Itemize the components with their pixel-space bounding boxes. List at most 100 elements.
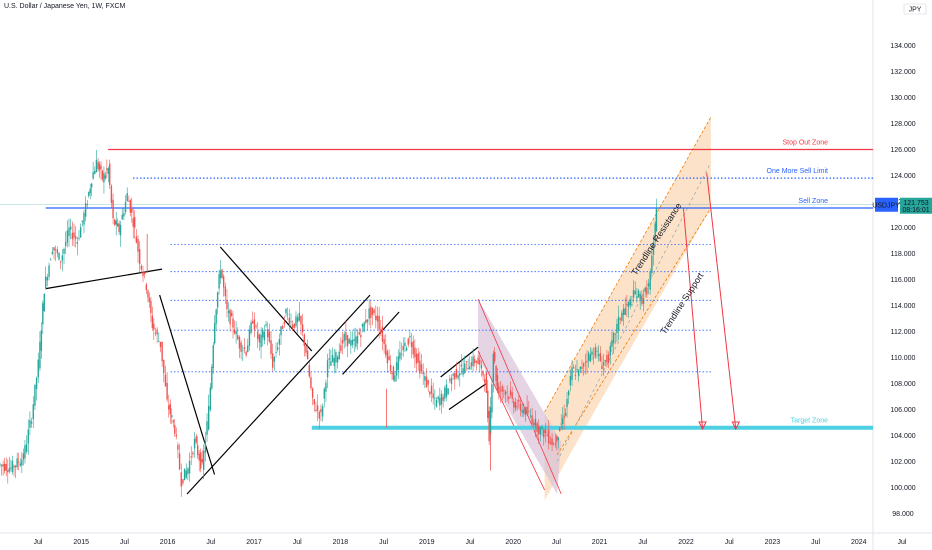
candle-body [469,366,471,370]
candle-body [539,427,542,435]
candle-body [516,406,518,407]
ascending-channel [544,117,711,501]
candle-body [651,255,653,273]
candle-body [201,458,203,463]
candle-body [457,375,459,379]
candle-body [576,369,578,370]
x-tick-label: Jul [552,539,561,546]
candle-body [430,385,433,394]
candle-body [606,354,608,363]
candle-body [83,212,85,225]
candle-body [76,242,79,244]
candle-body [164,374,167,387]
candle-body [37,359,39,378]
candle-body [46,277,49,281]
candle-body [652,242,655,255]
candle-body [462,368,464,375]
candle-body [275,352,277,353]
candle-body [328,358,330,360]
candle-body [546,435,548,437]
candle-body [445,384,448,397]
x-tick-label: 2016 [160,539,176,546]
candle-body [133,216,136,228]
candle-body [243,347,246,350]
x-tick-label: Jul [34,539,43,546]
candle-body [94,170,96,175]
candle-body [168,405,170,410]
candle-body [175,434,177,437]
candle-body [253,319,256,330]
candle-body [10,467,12,469]
candle-body [388,356,390,360]
candle-body [182,479,184,484]
candle-body [579,366,582,370]
candle-body [293,323,296,328]
candle-body [330,361,332,366]
candle-body [64,242,67,247]
x-tick-label: Jul [379,539,388,546]
candle-body [209,387,212,410]
candle-body [488,410,490,442]
candle-body [602,362,605,366]
candle-body [88,192,90,196]
candle-body [32,404,34,420]
candle-body [340,345,342,352]
candle-body [2,464,4,467]
candle-body [326,360,329,378]
x-tick-label: Jul [811,539,820,546]
candle-body [45,276,47,289]
candle-body [92,172,94,179]
candle-body [586,360,588,363]
candle-body [172,420,174,423]
candle-body [410,342,413,347]
candle-body [499,390,502,392]
candle-body [440,393,443,405]
candle-body [310,377,312,389]
candle-body [250,322,252,333]
x-tick-label: 2018 [333,539,349,546]
candle-body [18,461,20,463]
down-channel-upper [477,298,562,495]
candle-body [296,317,299,323]
candle-body [48,265,50,278]
candle-body [262,329,264,338]
candle-body [0,465,3,466]
candle-body [171,415,173,418]
candle-body [528,411,530,412]
candle-body [63,248,65,254]
candle-body [368,308,370,319]
candle-body [495,365,497,381]
candle-body [482,371,484,376]
candle-body [484,379,486,383]
candle-body [479,359,481,365]
candle-body [378,315,380,330]
candle-body [587,352,590,361]
candle-body [180,472,182,487]
candle-body [383,339,385,345]
candle-body [348,338,350,344]
candle-body [24,445,26,459]
candle-body [78,238,80,239]
candle-body [53,247,55,251]
down-channel-lower [477,350,545,491]
candle-body [394,375,396,382]
candle-body [16,458,18,468]
x-tick-label: 2019 [419,539,435,546]
channel-upper [544,116,712,413]
candle-body [644,287,646,292]
candle-body [373,309,375,313]
candle-body [591,351,593,355]
candle-body [154,332,157,334]
candle-body [177,445,179,450]
candle-body [0,463,1,465]
candle-body [153,323,155,330]
candle-body [291,324,294,328]
candle-body [634,291,636,295]
candle-body [350,340,352,346]
candle-body [238,336,241,349]
candle-body [465,361,468,362]
price-tag-countdown: 08:16:01 [902,207,929,214]
candle-body [529,415,532,417]
candle-body [84,203,87,217]
